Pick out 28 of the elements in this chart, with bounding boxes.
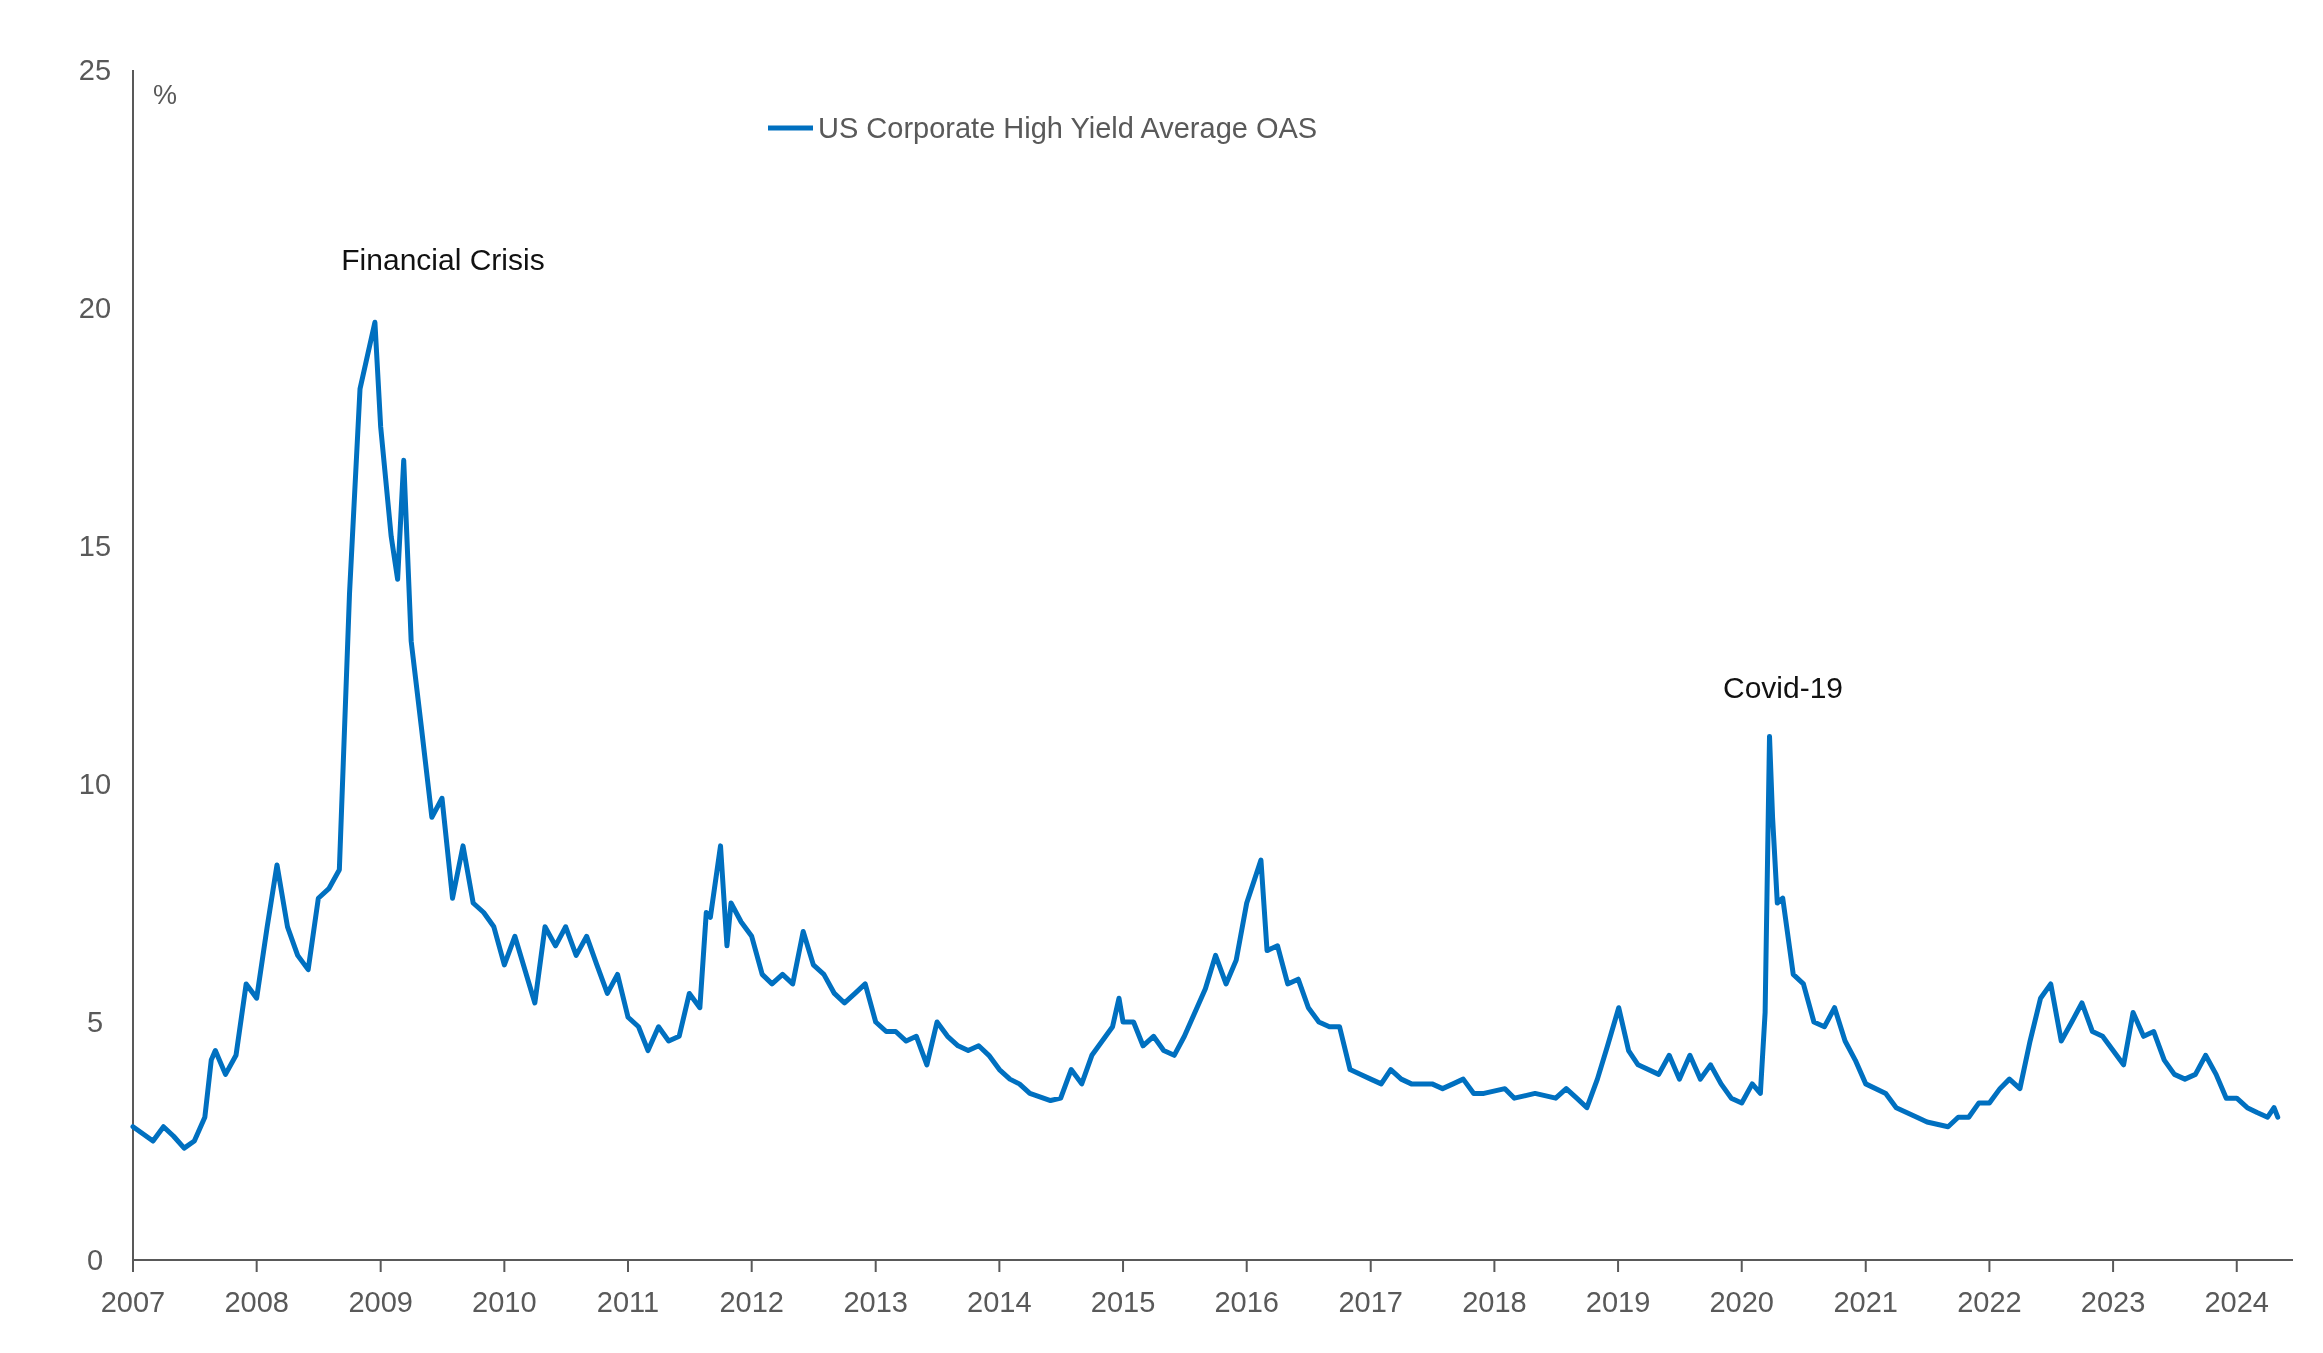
x-tick-label: 2013 <box>843 1286 908 1318</box>
x-tick-label: 2017 <box>1338 1286 1403 1318</box>
x-tick-label: 2009 <box>348 1286 413 1318</box>
x-tick-label: 2023 <box>2080 1286 2146 1318</box>
x-tick-label: 2018 <box>1462 1286 1527 1318</box>
x-tick-label: 2016 <box>1214 1286 1279 1318</box>
x-tick-label: 2024 <box>2204 1286 2270 1318</box>
x-tick-label: 2010 <box>472 1286 537 1318</box>
x-tick-label: 2021 <box>1833 1286 1898 1318</box>
y-axis-title: % <box>153 80 178 110</box>
x-tick-label: 2007 <box>100 1286 166 1318</box>
y-tick-label: 0 <box>86 1244 104 1277</box>
legend-label: US Corporate High Yield Average OAS <box>818 112 1318 145</box>
x-tick-label: 2022 <box>1957 1286 2022 1318</box>
x-tick-label: 2012 <box>719 1286 784 1318</box>
y-tick-label: 25 <box>78 54 112 87</box>
y-tick-label: 5 <box>86 1006 104 1039</box>
x-tick-label: 2019 <box>1585 1286 1651 1318</box>
x-tick-label: 2015 <box>1090 1286 1156 1318</box>
x-tick-label: 2008 <box>224 1286 289 1318</box>
x-tick-label: 2011 <box>596 1286 660 1318</box>
x-tick-label: 2014 <box>967 1286 1032 1318</box>
annotation: Covid-19 <box>1722 671 1844 704</box>
y-tick-label: 15 <box>78 530 112 563</box>
x-tick-label: 2020 <box>1709 1286 1774 1318</box>
annotation: Financial Crisis <box>341 243 545 276</box>
y-tick-label: 20 <box>78 292 112 325</box>
y-tick-label: 10 <box>78 768 112 801</box>
